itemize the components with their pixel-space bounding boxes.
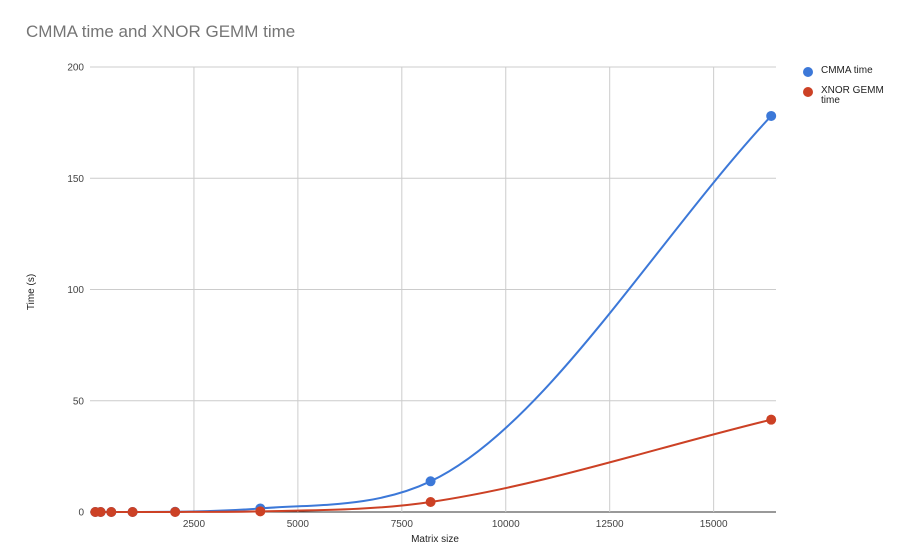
data-point-s1-6[interactable] [425, 496, 436, 507]
legend-item-xnor[interactable]: XNOR GEMM time [803, 86, 893, 106]
data-point-s1-7[interactable] [766, 414, 777, 425]
data-point-s1-4[interactable] [170, 506, 181, 517]
x-tick-label: 5000 [287, 519, 310, 530]
chart-title: CMMA time and XNOR GEMM time [26, 22, 296, 41]
x-tick-label: 12500 [596, 519, 624, 530]
x-tick-label: 2500 [183, 519, 206, 530]
legend-marker-cmma [803, 67, 813, 77]
data-point-s1-1[interactable] [95, 507, 106, 517]
data-point-s0-7[interactable] [766, 110, 777, 121]
legend-marker-xnor [803, 87, 813, 97]
x-axis-label: Matrix size [411, 534, 459, 545]
legend: CMMA time XNOR GEMM time [803, 66, 893, 115]
series-lines [95, 115, 772, 513]
y-tick-label: 50 [73, 396, 85, 407]
x-tick-label: 15000 [700, 519, 728, 530]
x-tick-label: 10000 [492, 519, 520, 530]
series-line-1 [95, 418, 772, 513]
legend-label-cmma: CMMA time [821, 65, 873, 76]
data-point-s0-6[interactable] [425, 476, 436, 487]
axis-ticks: 0 50 100 150 200 2500 5000 7500 10000 12500 15000 [67, 63, 728, 531]
y-axis-label: Time (s) [26, 274, 37, 310]
data-point-s1-3[interactable] [127, 507, 138, 517]
x-tick-label: 7500 [391, 519, 414, 530]
grid-lines [90, 66, 776, 513]
series-line-0 [95, 115, 772, 513]
legend-item-cmma[interactable]: CMMA time [803, 66, 893, 77]
y-tick-label: 150 [67, 174, 84, 185]
data-point-s1-5[interactable] [255, 506, 266, 517]
y-tick-label: 0 [78, 508, 84, 519]
y-tick-label: 100 [67, 285, 84, 296]
data-points [90, 110, 777, 517]
y-tick-label: 200 [67, 63, 84, 74]
legend-label-xnor: XNOR GEMM time [821, 85, 884, 106]
data-point-s1-2[interactable] [106, 507, 117, 517]
